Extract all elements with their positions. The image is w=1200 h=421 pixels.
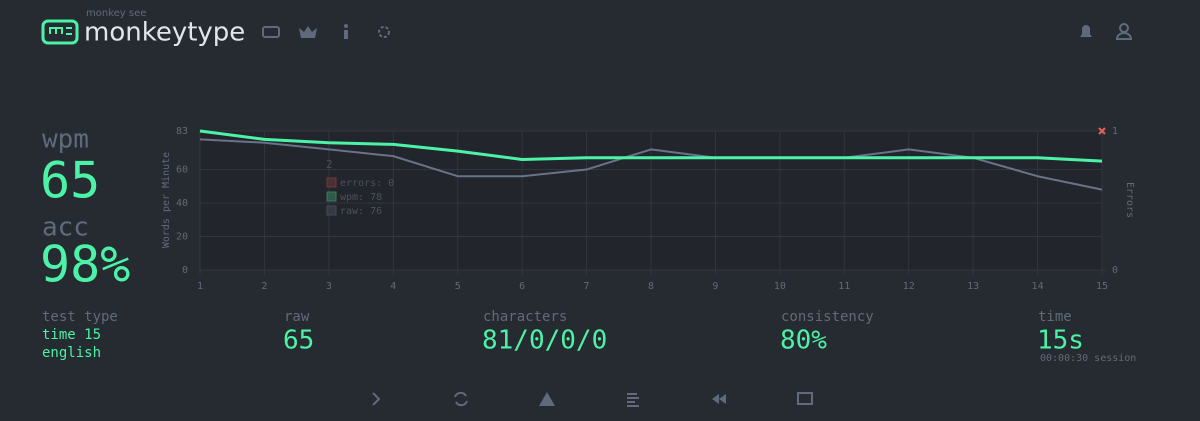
acc-value: 98%	[40, 236, 130, 294]
x-tick-label: 13	[967, 281, 979, 292]
icon	[797, 392, 813, 405]
characters-value: 81/0/0/0	[482, 326, 607, 356]
tooltip-entry: wpm: 78	[340, 192, 382, 203]
icon	[712, 394, 726, 404]
raw-value: 65	[283, 326, 314, 356]
restart-button[interactable]	[454, 391, 468, 407]
brand: monkeytype	[84, 18, 245, 48]
icon	[1115, 32, 1133, 40]
x-tick-label: 6	[519, 281, 525, 292]
icon	[299, 26, 317, 38]
tooltip-entry: errors: 0	[340, 178, 394, 189]
wpm-value: 65	[40, 152, 100, 210]
icon	[1080, 25, 1092, 37]
tooltip-entry: raw: 76	[340, 206, 382, 217]
screenshot-button[interactable]	[797, 392, 813, 405]
y-tick-label: 40	[176, 198, 188, 209]
tagline: monkey see	[86, 8, 146, 19]
next-test-button[interactable]	[372, 392, 381, 406]
x-tick-label: 12	[903, 281, 915, 292]
y-axis-title: Words per Minute	[161, 152, 172, 248]
consistency-label: consistency	[781, 309, 874, 325]
icon	[262, 26, 280, 38]
time-value: 15s	[1037, 326, 1084, 356]
tooltip-swatch	[326, 191, 337, 202]
report-button[interactable]	[539, 392, 555, 406]
account[interactable]	[1115, 23, 1133, 40]
x-tick-label: 5	[455, 281, 461, 292]
nav-leaderboard[interactable]	[299, 26, 317, 38]
x-tick-label: 7	[584, 281, 590, 292]
icon	[372, 392, 381, 406]
replay-button[interactable]	[712, 394, 726, 404]
nav-about[interactable]	[344, 24, 348, 39]
x-tick-label: 9	[712, 281, 718, 292]
x-tick-label: 2	[261, 281, 267, 292]
logo-icon	[41, 19, 79, 45]
x-tick-label: 11	[838, 281, 850, 292]
icon	[344, 24, 348, 28]
x-tick-label: 14	[1032, 281, 1044, 292]
tooltip-title: 2	[326, 158, 333, 171]
wpm-label: wpm	[42, 125, 89, 155]
icon	[627, 393, 639, 407]
y-tick-label: 20	[176, 232, 188, 243]
language: english	[42, 345, 101, 361]
notifications[interactable]	[1080, 25, 1092, 37]
consistency-value: 80%	[780, 326, 827, 356]
y2-axis-title: Errors	[1124, 182, 1135, 218]
icon	[378, 26, 390, 38]
y-tick-label: 83	[176, 126, 188, 137]
tooltip: 2 errors: 0 wpm: 78 raw: 76	[326, 158, 394, 217]
word-history-button[interactable]	[627, 393, 639, 407]
acc-label: acc	[42, 213, 89, 243]
y2-tick-label: 0	[1112, 265, 1118, 276]
time-label: time	[1038, 309, 1072, 325]
nav-settings[interactable]	[378, 26, 390, 38]
x-tick-label: 10	[774, 281, 786, 292]
error-mark	[1098, 127, 1106, 135]
icon	[454, 391, 468, 407]
y2-tick-label: 1	[1112, 126, 1118, 137]
y-tick-label: 60	[176, 165, 188, 176]
x-tick-label: 1	[197, 281, 203, 292]
raw-label: raw	[284, 309, 310, 325]
icon	[344, 30, 348, 39]
test-type: time 15	[42, 327, 101, 343]
characters-label: characters	[483, 309, 567, 325]
test-type-label: test type	[42, 309, 118, 325]
x-tick-label: 3	[326, 281, 332, 292]
series-line	[199, 129, 1103, 163]
x-tick-label: 15	[1096, 281, 1108, 292]
y-tick-label: 0	[182, 265, 188, 276]
nav-keyboard[interactable]	[262, 26, 280, 38]
tooltip-swatch	[326, 177, 337, 188]
series-line	[199, 138, 1103, 191]
x-tick-label: 4	[390, 281, 396, 292]
session-time: 00:00:30 session	[1040, 353, 1136, 364]
logo[interactable]: monkey see monkeytype	[41, 8, 245, 48]
logo-glyph	[49, 27, 72, 35]
icon	[539, 392, 555, 406]
x-tick-label: 8	[648, 281, 654, 292]
tooltip-swatch	[326, 205, 337, 216]
